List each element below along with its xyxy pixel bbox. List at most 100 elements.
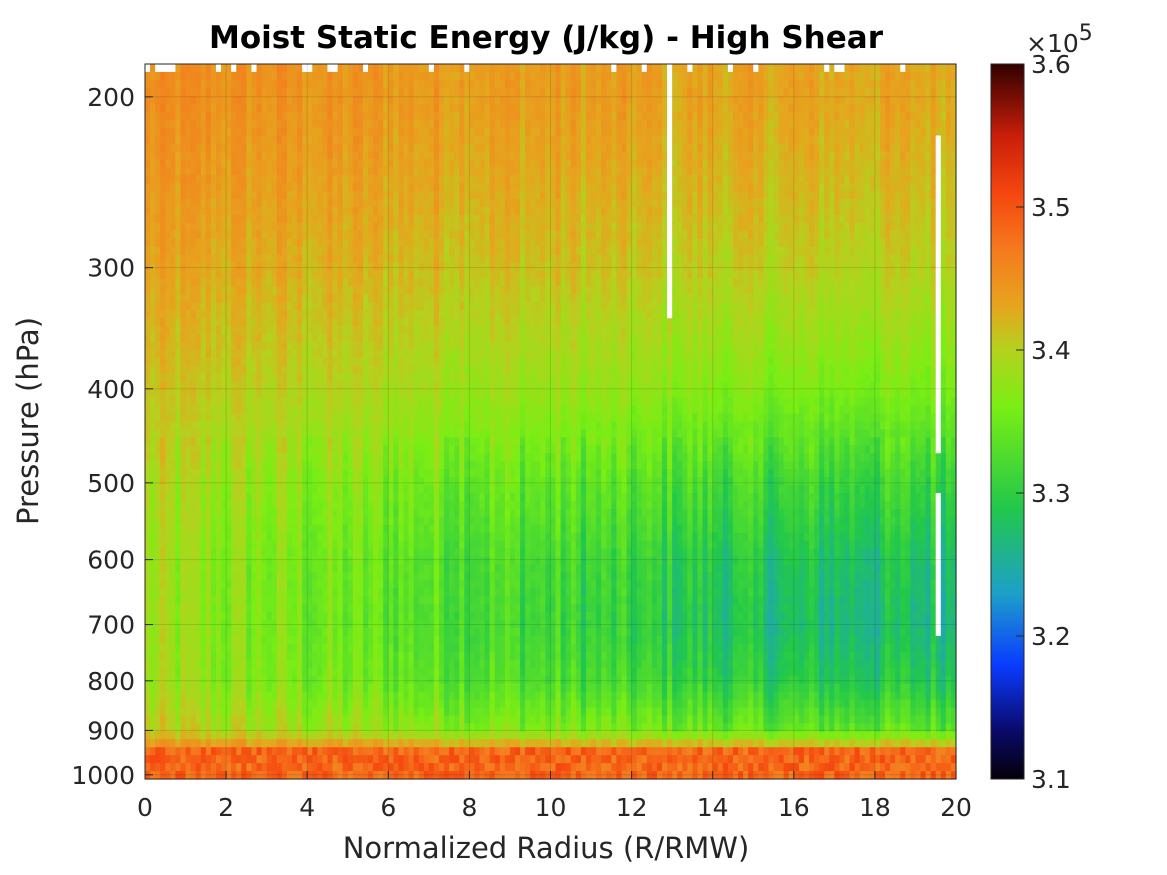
heatmap-cell: [190, 159, 197, 168]
heatmap-cell: [352, 548, 359, 558]
heatmap-cell: [145, 397, 151, 407]
heatmap-cell: [413, 755, 420, 764]
heatmap-cell: [413, 532, 420, 542]
heatmap-cell: [342, 151, 349, 160]
heatmap-cell: [190, 500, 197, 510]
heatmap-cell: [210, 723, 217, 732]
heatmap-cell: [388, 620, 394, 629]
heatmap-cell: [352, 71, 359, 81]
heatmap-cell: [266, 731, 273, 740]
heatmap-cell: [175, 604, 182, 613]
heatmap-cell: [403, 389, 410, 399]
heatmap-cell: [251, 71, 258, 81]
heatmap-cell: [195, 199, 202, 208]
heatmap-cell: [215, 763, 222, 772]
heatmap-cell: [165, 326, 171, 335]
heatmap-cell: [297, 79, 303, 89]
heatmap-cell: [215, 437, 222, 446]
heatmap-cell: [281, 564, 288, 574]
heatmap-cell: [180, 302, 187, 311]
heatmap-cell: [150, 238, 156, 248]
heatmap-cell: [246, 270, 253, 280]
heatmap-cell: [221, 675, 227, 685]
heatmap-cell: [175, 183, 182, 192]
heatmap-cell: [215, 71, 222, 81]
heatmap-cell: [337, 620, 344, 629]
heatmap-cell: [185, 763, 192, 772]
heatmap-cell: [373, 516, 379, 526]
heatmap-cell: [200, 429, 207, 438]
heatmap-cell: [362, 199, 369, 208]
heatmap-cell: [337, 707, 344, 717]
heatmap-cell: [175, 469, 182, 478]
heatmap-cell: [200, 651, 207, 661]
heatmap-cell: [226, 373, 232, 383]
heatmap-cell: [388, 246, 394, 256]
heatmap-cell: [357, 715, 364, 724]
heatmap-cell: [297, 643, 303, 653]
heatmap-cell: [231, 167, 237, 176]
heatmap-cell: [413, 318, 420, 327]
heatmap-cell: [266, 119, 273, 129]
heatmap-cell: [413, 302, 420, 311]
heatmap-cell: [251, 596, 258, 605]
heatmap-cell: [373, 667, 379, 677]
heatmap-cell: [150, 437, 156, 446]
heatmap-cell: [261, 222, 268, 232]
heatmap-cell: [256, 365, 263, 375]
heatmap-cell: [388, 294, 394, 303]
heatmap-cell: [347, 469, 354, 478]
heatmap-cell: [200, 493, 207, 502]
heatmap-cell: [145, 445, 151, 454]
heatmap-cell: [408, 310, 415, 319]
heatmap-cell: [246, 119, 253, 129]
heatmap-cell: [373, 556, 379, 566]
heatmap-cell: [271, 612, 278, 621]
heatmap-cell: [337, 326, 344, 335]
heatmap-cell: [322, 421, 329, 431]
heatmap-cell: [221, 516, 227, 526]
heatmap-cell: [231, 405, 237, 415]
heatmap-cell: [297, 270, 303, 280]
heatmap-cell: [362, 191, 369, 200]
heatmap-cell: [221, 286, 227, 295]
heatmap-cell: [337, 262, 344, 272]
heatmap-cell: [271, 683, 278, 693]
heatmap-cell: [286, 246, 293, 256]
heatmap-cell: [337, 191, 344, 200]
heatmap-cell: [266, 461, 273, 470]
heatmap-cell: [160, 715, 166, 724]
heatmap-cell: [210, 461, 217, 470]
heatmap-cell: [357, 747, 364, 756]
heatmap-cell: [297, 350, 303, 359]
heatmap-cell: [327, 548, 334, 558]
heatmap-cell: [317, 286, 324, 295]
heatmap-cell: [261, 405, 268, 415]
heatmap-cell: [160, 612, 166, 621]
heatmap-cell: [388, 524, 394, 534]
heatmap-cell: [180, 87, 187, 97]
heatmap-cell: [281, 707, 288, 717]
heatmap-cell: [251, 469, 258, 478]
heatmap-cell: [362, 469, 369, 478]
heatmap-cell: [423, 270, 430, 280]
heatmap-cell: [205, 437, 212, 446]
heatmap-cell: [368, 469, 374, 478]
heatmap-cell: [226, 167, 232, 176]
heatmap-cell: [231, 207, 237, 216]
heatmap-cell: [297, 64, 303, 73]
heatmap-cell: [210, 485, 217, 494]
heatmap-cell: [332, 175, 339, 184]
heatmap-cell: [322, 207, 329, 216]
heatmap-cell: [291, 357, 298, 367]
heatmap-cell: [332, 183, 339, 192]
heatmap-cell: [205, 71, 212, 81]
heatmap-cell: [317, 580, 324, 589]
heatmap-cell: [205, 175, 212, 184]
heatmap-cell: [403, 262, 410, 272]
heatmap-cell: [388, 310, 394, 319]
heatmap-cell: [307, 246, 313, 256]
heatmap-cell: [297, 612, 303, 621]
heatmap-cell: [205, 238, 212, 248]
heatmap-cell: [368, 620, 374, 629]
